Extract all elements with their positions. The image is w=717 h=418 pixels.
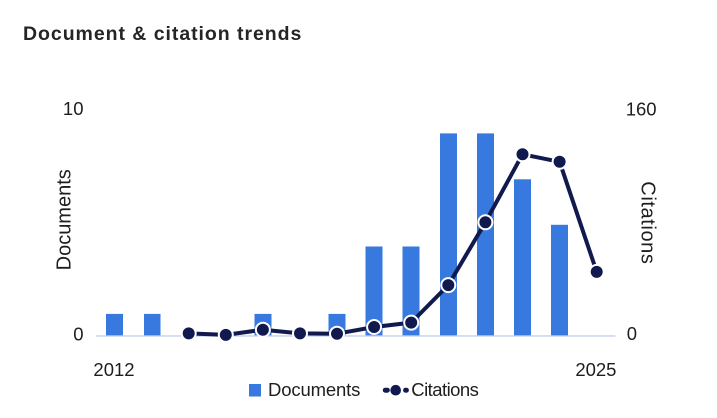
svg-text:2025: 2025	[575, 359, 616, 380]
svg-text:160: 160	[626, 98, 657, 119]
svg-text:Citations: Citations	[411, 379, 478, 400]
svg-text:10: 10	[63, 98, 84, 119]
svg-text:Documents: Documents	[54, 169, 76, 270]
svg-text:Citations: Citations	[637, 181, 659, 264]
svg-text:0: 0	[627, 323, 637, 344]
svg-text:2012: 2012	[93, 359, 134, 380]
svg-text:Documents: Documents	[268, 379, 360, 400]
svg-text:Document & citation trends: Document & citation trends	[23, 23, 302, 45]
svg-text:0: 0	[73, 323, 83, 344]
